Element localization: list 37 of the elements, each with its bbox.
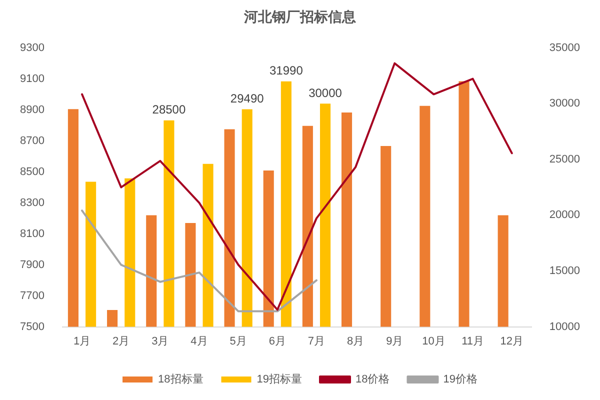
x-tick-label: 3月: [152, 335, 169, 348]
y2-tick-label: 25000: [549, 153, 580, 166]
x-tick-label: 5月: [230, 335, 247, 348]
data-label: 28500: [152, 102, 186, 117]
y-tick-label: 8500: [20, 166, 44, 178]
x-tick-label: 6月: [268, 335, 286, 348]
y2-tick-label: 30000: [549, 98, 580, 110]
legend-label: 18招标量: [158, 374, 204, 386]
data-label: 30000: [308, 86, 342, 100]
y-tick-label: 7900: [20, 258, 44, 271]
legend-label: 19招标量: [256, 374, 302, 386]
y2-tick-label: 20000: [549, 209, 580, 222]
x-tick-label: 2月: [112, 335, 130, 348]
data-label: 29490: [230, 92, 264, 106]
y2-tick-label: 15000: [549, 265, 580, 278]
x-tick-label: 12月: [500, 335, 524, 348]
x-tick-label: 9月: [386, 335, 404, 348]
y-tick-label: 8100: [20, 228, 44, 240]
x-tick-label: 4月: [190, 335, 208, 348]
chart-title: 河北钢厂招标信息: [243, 8, 357, 24]
x-tick-label: 11月: [462, 335, 484, 348]
y-tick-label: 9300: [20, 42, 44, 54]
y2-tick-label: 10000: [549, 320, 580, 333]
x-tick-label: 7月: [308, 335, 326, 348]
y-tick-label: 9100: [20, 72, 44, 85]
y-tick-label: 8700: [20, 134, 44, 147]
y-tick-label: 7500: [20, 320, 44, 333]
y-tick-label: 8300: [20, 196, 44, 209]
x-tick-label: 10月: [422, 335, 446, 348]
y-tick-label: 8900: [20, 104, 44, 116]
x-tick-label: 8月: [346, 335, 364, 348]
legend-label: 19价格: [443, 374, 478, 386]
x-tick-label: 1月: [73, 335, 91, 348]
y2-tick-label: 35000: [549, 42, 580, 54]
legend-label: 18价格: [356, 374, 390, 386]
y-tick-label: 7700: [20, 290, 44, 302]
data-label: 31990: [270, 64, 304, 78]
